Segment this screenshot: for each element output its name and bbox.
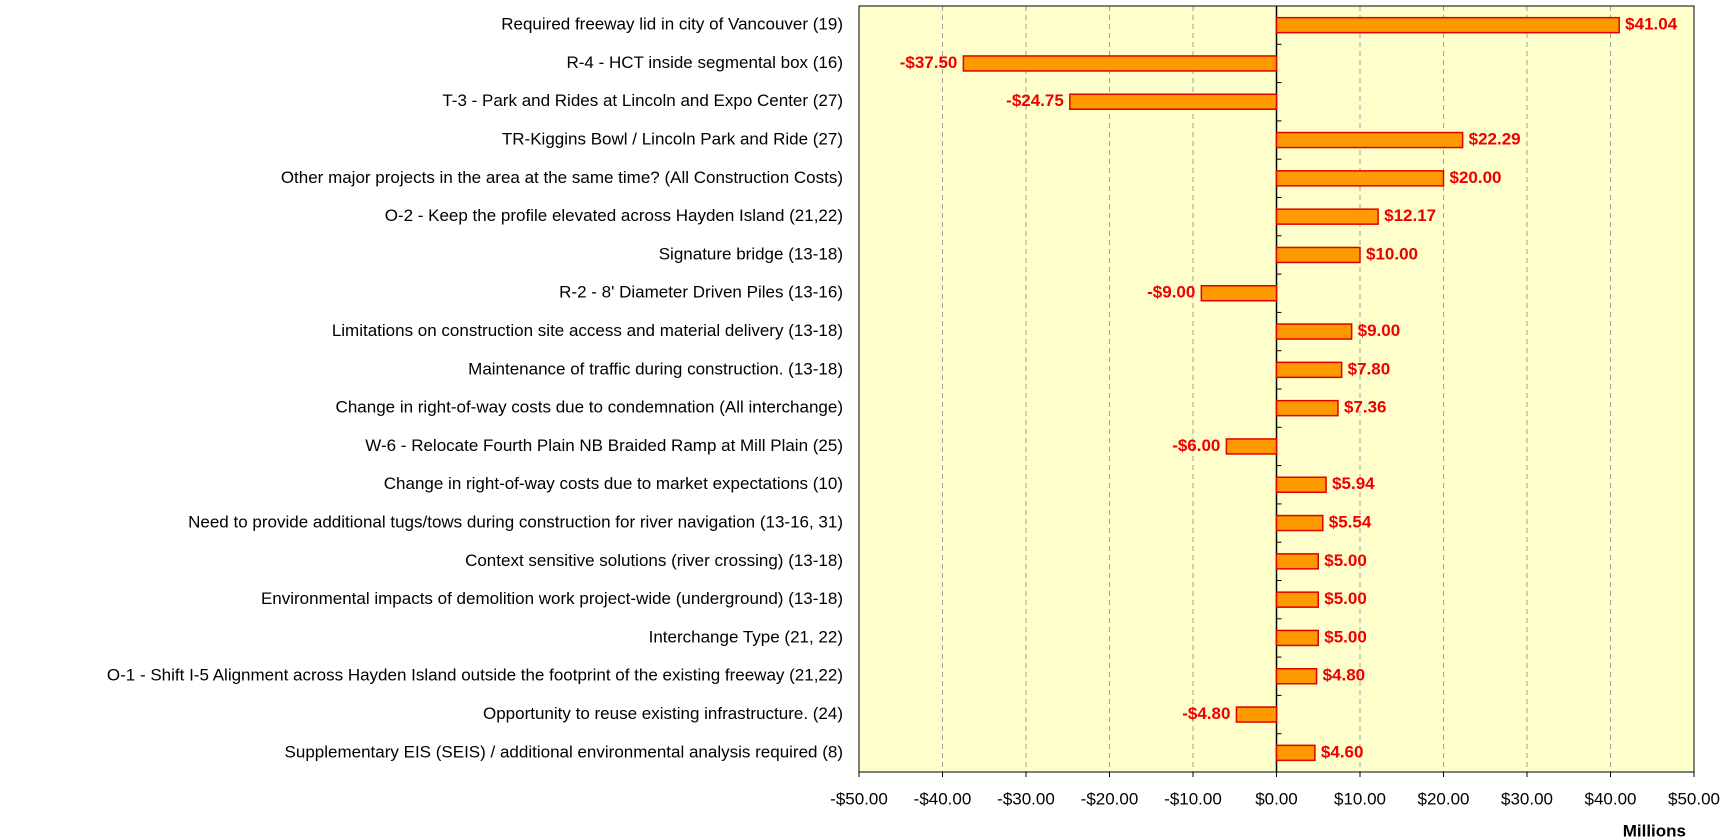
bar <box>1275 361 1343 379</box>
y-tick-label: Need to provide additional tugs/tows dur… <box>188 513 843 532</box>
x-tick-label: $40.00 <box>1585 789 1637 808</box>
y-tick-label: Signature bridge (13-18) <box>659 244 843 263</box>
value-label: $4.80 <box>1323 666 1366 685</box>
value-label: -$37.50 <box>900 53 958 72</box>
value-label: $7.80 <box>1348 359 1391 378</box>
x-tick-label: -$30.00 <box>997 789 1055 808</box>
x-tick-label: $30.00 <box>1501 789 1553 808</box>
x-tick-label: $20.00 <box>1418 789 1470 808</box>
bar <box>1275 131 1464 149</box>
value-label: -$6.00 <box>1172 436 1220 455</box>
bar <box>1235 706 1278 723</box>
y-tick-label: Supplementary EIS (SEIS) / additional en… <box>285 742 843 761</box>
bar <box>1275 476 1327 493</box>
bar <box>1275 246 1361 264</box>
bar <box>1225 438 1278 455</box>
value-label: -$9.00 <box>1147 283 1195 302</box>
y-tick-label: Context sensitive solutions (river cross… <box>465 551 843 570</box>
value-label: $12.17 <box>1384 206 1436 225</box>
y-tick-label: Change in right-of-way costs due to mark… <box>384 474 843 493</box>
y-tick-label: Environmental impacts of demolition work… <box>261 589 843 608</box>
bar <box>1275 399 1339 417</box>
y-tick-label: R-2 - 8' Diameter Driven Piles (13-16) <box>559 283 843 302</box>
x-axis-label: Millions <box>1623 821 1686 838</box>
y-tick-label: Maintenance of traffic during constructi… <box>468 359 843 378</box>
value-label: $4.60 <box>1321 742 1364 761</box>
value-label: $5.00 <box>1324 589 1367 608</box>
y-tick-label: O-1 - Shift I-5 Alignment across Hayden … <box>107 666 843 685</box>
y-tick-label: Other major projects in the area at the … <box>281 168 843 187</box>
value-label: $5.94 <box>1332 474 1375 493</box>
value-label: $5.00 <box>1324 627 1367 646</box>
bar <box>962 55 1278 72</box>
bar <box>1275 668 1318 685</box>
bar <box>1275 208 1379 225</box>
bar <box>1275 553 1319 570</box>
bar <box>1275 591 1319 608</box>
y-tick-label: Interchange Type (21, 22) <box>649 627 843 646</box>
value-label: $9.00 <box>1358 321 1401 340</box>
value-label: $10.00 <box>1366 244 1418 263</box>
value-label: $41.04 <box>1625 15 1678 34</box>
bar <box>1200 285 1278 302</box>
y-tick-label: W-6 - Relocate Fourth Plain NB Braided R… <box>365 436 843 455</box>
value-label: -$4.80 <box>1182 704 1230 723</box>
bar <box>1275 323 1353 340</box>
x-tick-label: -$50.00 <box>830 789 888 808</box>
y-tick-label: Required freeway lid in city of Vancouve… <box>501 15 843 34</box>
value-label: $20.00 <box>1450 168 1502 187</box>
y-tick-label: T-3 - Park and Rides at Lincoln and Expo… <box>442 91 843 110</box>
x-tick-label: $0.00 <box>1255 789 1298 808</box>
value-label: $5.54 <box>1329 513 1372 532</box>
bar <box>1275 744 1316 762</box>
x-tick-label: -$20.00 <box>1081 789 1139 808</box>
bar <box>1275 16 1620 34</box>
bar <box>1275 629 1319 647</box>
bar <box>1275 170 1445 187</box>
value-label: $7.36 <box>1344 398 1387 417</box>
value-label: -$24.75 <box>1006 91 1064 110</box>
bar <box>1275 514 1324 532</box>
x-tick-label: $10.00 <box>1334 789 1386 808</box>
value-label: $5.00 <box>1324 551 1367 570</box>
y-tick-label: O-2 - Keep the profile elevated across H… <box>385 206 843 225</box>
value-label: $22.29 <box>1469 130 1521 149</box>
x-tick-label: $50.00 <box>1668 789 1720 808</box>
bar <box>1069 93 1278 110</box>
x-tick-label: -$10.00 <box>1164 789 1222 808</box>
y-tick-label: Change in right-of-way costs due to cond… <box>336 398 843 417</box>
y-tick-label: Limitations on construction site access … <box>332 321 843 340</box>
y-tick-label: Opportunity to reuse existing infrastruc… <box>483 704 843 723</box>
y-tick-label: R-4 - HCT inside segmental box (16) <box>566 53 843 72</box>
y-tick-label: TR-Kiggins Bowl / Lincoln Park and Ride … <box>502 130 843 149</box>
x-tick-label: -$40.00 <box>914 789 972 808</box>
